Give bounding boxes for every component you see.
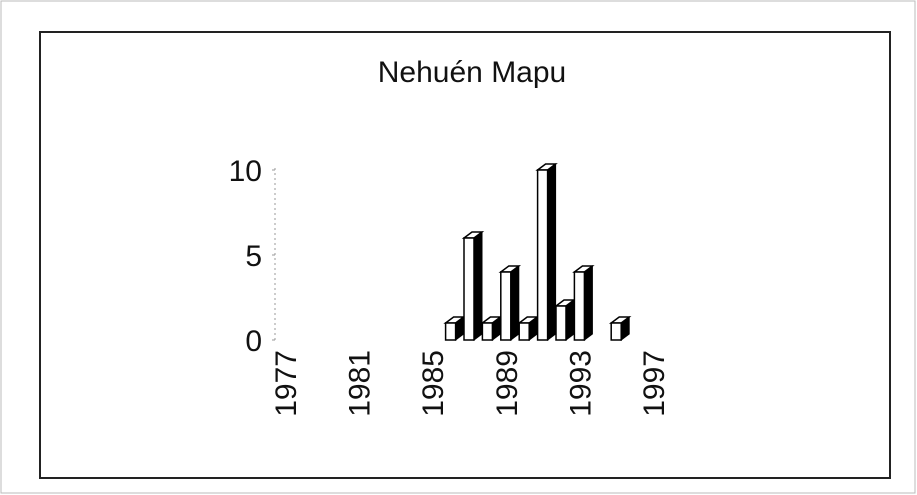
bar-front	[610, 322, 622, 341]
bar-side	[510, 265, 520, 341]
bar	[516, 316, 540, 341]
bar	[572, 265, 595, 341]
bar-front	[500, 271, 512, 341]
y-tick-label: 10	[229, 155, 262, 188]
bar	[480, 316, 503, 341]
x-tick-label: 1997	[638, 350, 671, 417]
bar-front	[481, 322, 494, 341]
x-tick-label: 1989	[491, 350, 524, 417]
bar-front	[555, 305, 567, 341]
x-tick-label: 1977	[270, 350, 303, 417]
bar	[608, 316, 632, 341]
bar	[553, 299, 577, 341]
y-tick-label: 5	[245, 240, 262, 273]
bar	[535, 163, 558, 341]
bar-front	[518, 322, 530, 341]
x-tick-label: 1985	[417, 350, 450, 417]
bar	[461, 231, 485, 341]
bar	[498, 265, 522, 341]
x-tick-label: 1993	[564, 350, 597, 417]
chart-title: Nehuén Mapu	[378, 56, 566, 89]
bar-side	[583, 265, 593, 341]
x-tick-label: 1981	[344, 350, 377, 417]
bar-front	[573, 271, 586, 341]
bar-side	[473, 231, 483, 341]
bar-front	[536, 169, 549, 341]
bar-front	[463, 237, 475, 341]
bar	[443, 316, 466, 341]
bar-side	[547, 163, 557, 341]
y-tick-label: 0	[245, 325, 262, 358]
bar-front	[444, 322, 457, 341]
